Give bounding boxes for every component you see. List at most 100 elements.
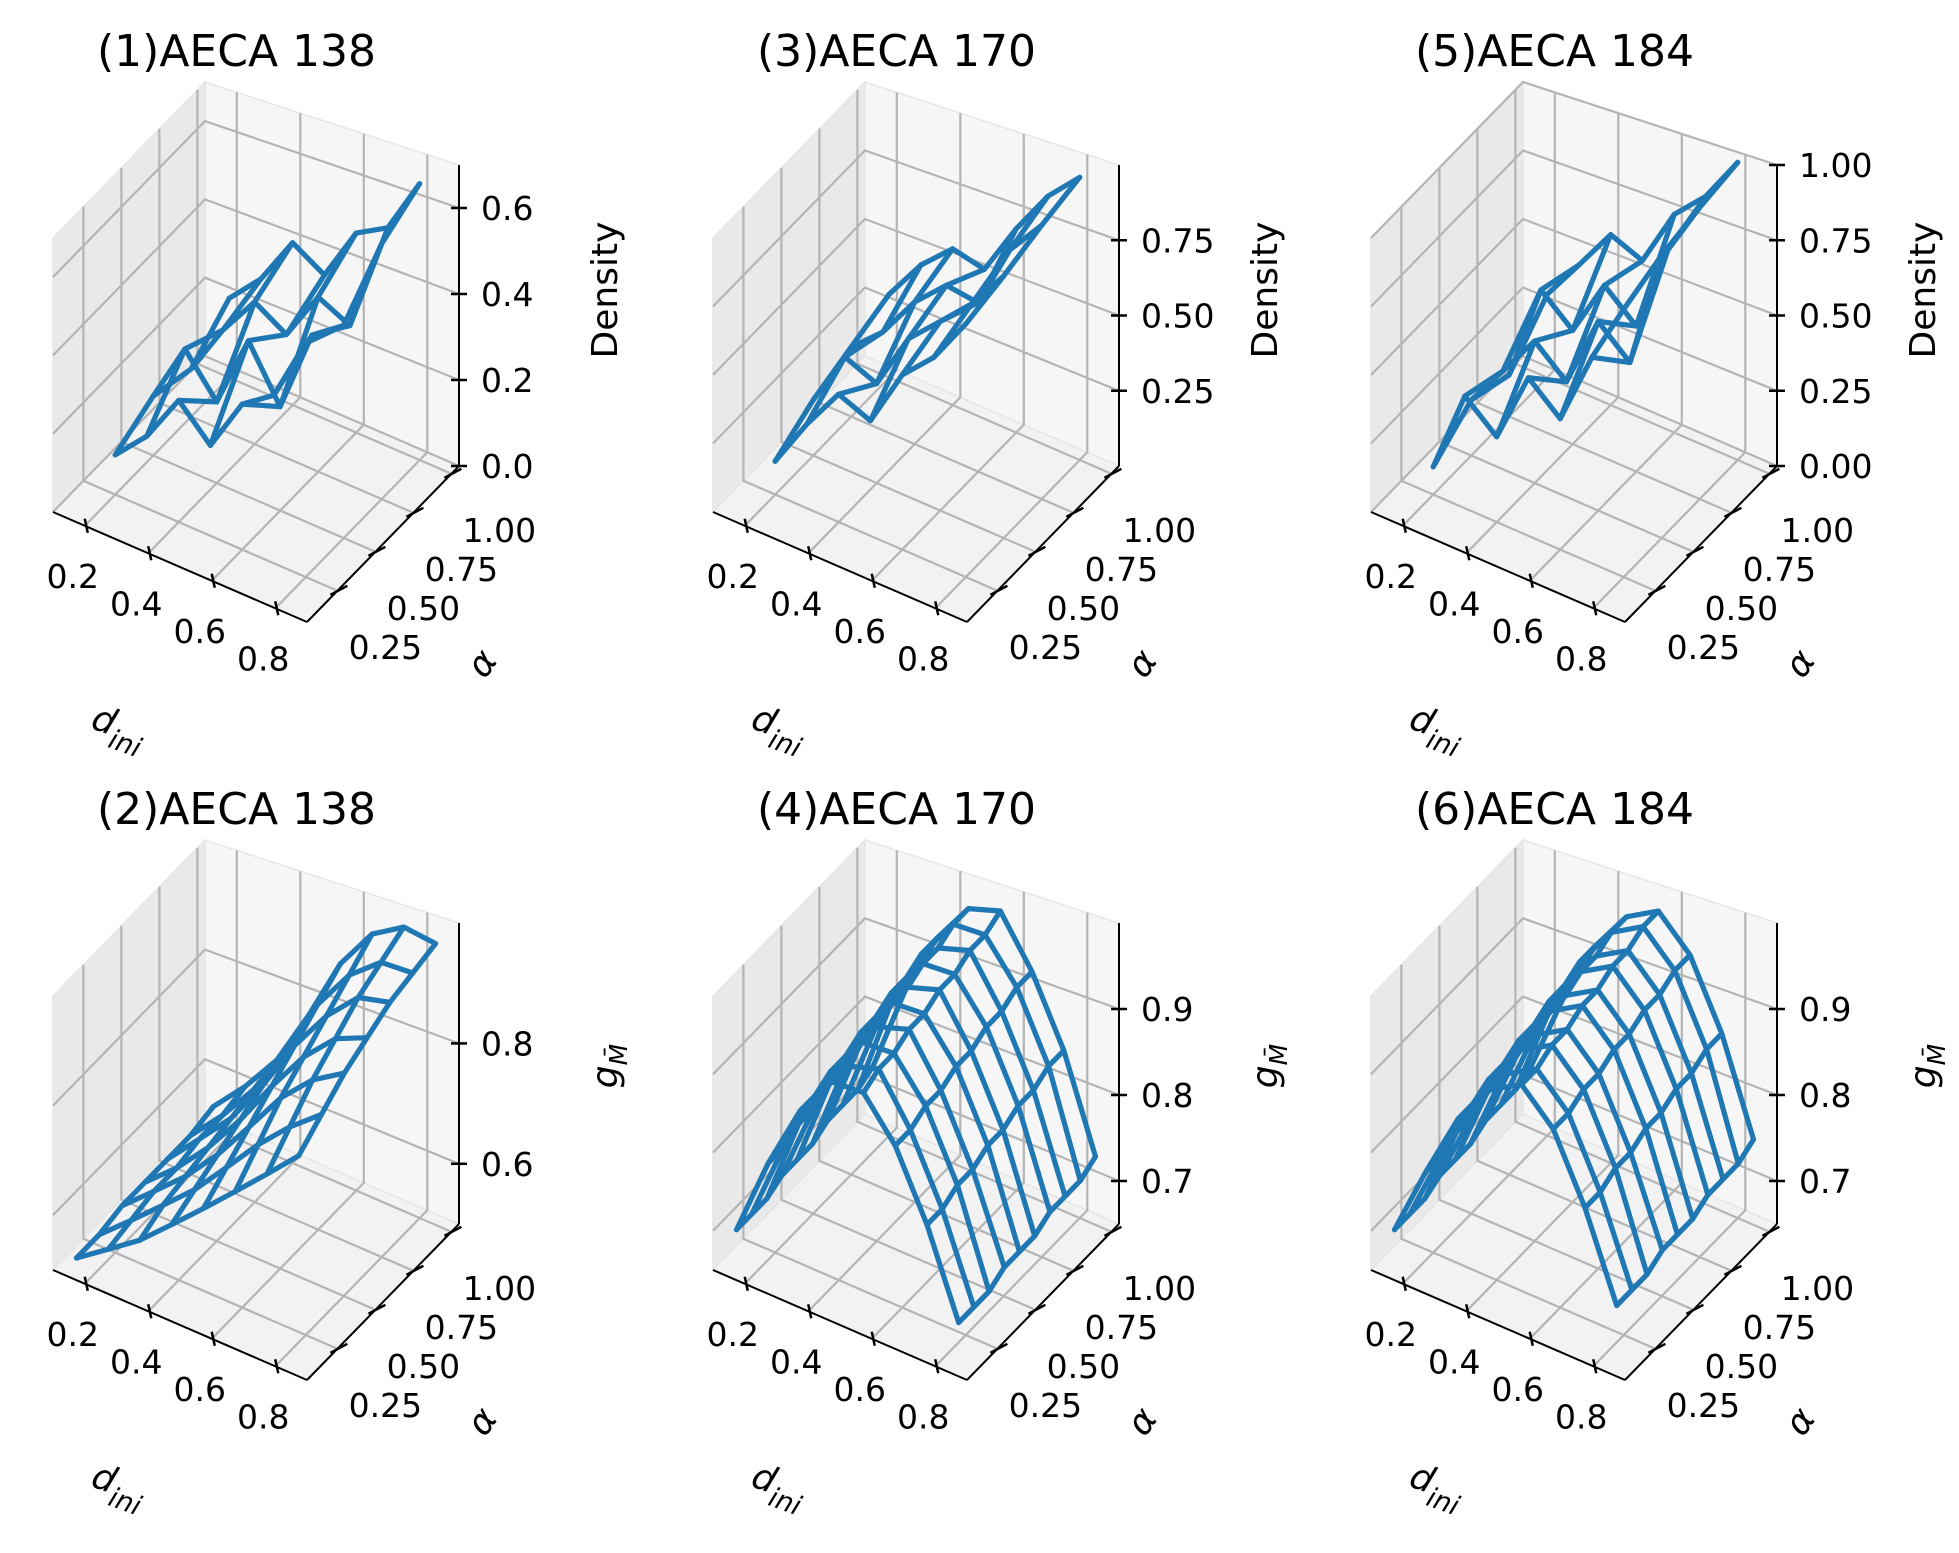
- wire-col: [797, 935, 940, 1114]
- z-axis-label: gM̄: [585, 1044, 633, 1088]
- y-tick-mark: [1761, 1225, 1780, 1237]
- y-tick-label: 0.25: [1667, 628, 1740, 667]
- chart-panel-4: 0.2 0.4 0.6 0.8 0.250.500.751.00 0.7 0.8 0.9 din…: [707, 784, 1293, 1522]
- x-axis-line: [52, 1269, 308, 1381]
- wire-col: [1582, 1030, 1725, 1211]
- y-axis-line: [306, 1223, 460, 1381]
- y-tick-mark: [1723, 506, 1742, 518]
- wire-col: [144, 276, 264, 439]
- grid-line: [1465, 871, 1620, 1313]
- x-tick-mark: [807, 545, 813, 561]
- grid-line: [807, 113, 962, 555]
- x-tick-mark: [743, 518, 749, 534]
- grid-line: [1400, 964, 1656, 1350]
- y-tick-mark: [1027, 1303, 1046, 1315]
- chart-title: (4)AECA 170: [757, 784, 1036, 835]
- x-axis-line: [712, 1269, 968, 1381]
- wire-col: [733, 1063, 876, 1233]
- x-tick-mark: [147, 1303, 153, 1319]
- x-tick-label: 0.2: [47, 1315, 99, 1354]
- wire-col: [804, 262, 924, 427]
- wire-col: [1518, 908, 1661, 1088]
- x-tick-mark: [1592, 1358, 1598, 1374]
- grid-line: [1370, 917, 1778, 1076]
- z-axis-label-sub: M̄: [1921, 1044, 1951, 1066]
- x-tick-label: 0.8: [237, 639, 289, 678]
- z-tick-label: 0.0: [481, 447, 533, 486]
- y-tick-mark: [405, 1264, 424, 1276]
- x-tick-mark: [83, 518, 89, 534]
- y-axis-line: [1624, 465, 1778, 623]
- y-tick-label: 0.25: [349, 628, 422, 667]
- grid-line: [52, 1057, 460, 1216]
- grid-line: [780, 925, 1036, 1311]
- grid-line: [744, 850, 898, 1285]
- x-axis-line: [712, 511, 968, 623]
- z-axis-label-sub: M̄: [1263, 1044, 1293, 1066]
- y-tick-label: 0.50: [387, 1347, 460, 1386]
- y-axis-line: [1624, 1223, 1778, 1381]
- y-tick-label: 1.00: [1781, 511, 1854, 550]
- y-axis-label: α: [1119, 642, 1166, 685]
- y-tick-mark: [443, 467, 462, 479]
- y-tick-label: 0.75: [425, 1308, 498, 1347]
- y-tick-mark: [1685, 545, 1704, 557]
- wire-col: [1614, 1136, 1757, 1309]
- y-tick-label: 0.75: [425, 550, 498, 589]
- chart-title: (3)AECA 170: [757, 26, 1036, 77]
- wire-col: [137, 1057, 280, 1243]
- z-axis-label-base: g: [585, 1065, 626, 1088]
- x-tick-mark: [274, 1358, 280, 1374]
- wire-col: [867, 266, 988, 424]
- grid-line: [856, 847, 1112, 1233]
- y-axis-line: [966, 465, 1120, 623]
- z-tick-label: 0.7: [1799, 1162, 1851, 1201]
- wire-col: [956, 1153, 1099, 1326]
- wire-col: [924, 1047, 1067, 1228]
- grid-line: [1370, 217, 1778, 376]
- x-tick-label: 0.8: [1555, 1397, 1607, 1436]
- z-tick-label: 0.00: [1799, 447, 1872, 486]
- x-tick-label: 0.6: [1492, 612, 1544, 651]
- z-tick-label: 0.6: [481, 1145, 533, 1184]
- y-tick-label: 1.00: [463, 511, 536, 550]
- x-tick-mark: [1401, 518, 1407, 534]
- wireframe: [112, 181, 423, 458]
- chart-title: (2)AECA 138: [97, 784, 376, 835]
- x-tick-label: 0.6: [174, 612, 226, 651]
- y-tick-mark: [1723, 1264, 1742, 1276]
- x-tick-mark: [743, 1276, 749, 1292]
- x-tick-label: 0.6: [1492, 1370, 1544, 1409]
- x-tick-label: 0.2: [1365, 557, 1417, 596]
- wireframe: [733, 905, 1099, 1326]
- wireframe: [1391, 908, 1757, 1309]
- wire-col: [1494, 232, 1614, 440]
- grid-line: [712, 995, 1120, 1154]
- z-axis-label-base: g: [1903, 1065, 1944, 1088]
- x-tick-label: 0.6: [834, 1370, 886, 1409]
- wire-col: [1391, 1063, 1534, 1233]
- y-tick-label: 0.50: [1705, 589, 1778, 628]
- z-tick-label: 0.8: [1799, 1076, 1851, 1115]
- y-tick-label: 0.25: [1667, 1386, 1740, 1425]
- x-tick-mark: [274, 600, 280, 616]
- y-axis-label: α: [459, 1400, 506, 1443]
- wire-col: [1462, 262, 1582, 399]
- x-tick-mark: [1592, 600, 1598, 616]
- y-tick-label: 0.50: [1705, 1347, 1778, 1386]
- wire-col: [1455, 943, 1598, 1122]
- wireframe: [772, 174, 1083, 464]
- z-tick-label: 1.00: [1799, 146, 1872, 185]
- x-tick-label: 0.8: [237, 1397, 289, 1436]
- z-axis-label: gM̄: [1245, 1044, 1293, 1088]
- wire-col: [176, 240, 296, 405]
- y-tick-mark: [329, 1342, 348, 1354]
- wire-col: [1487, 914, 1630, 1093]
- z-tick-label: 0.75: [1141, 221, 1214, 260]
- grid-line: [274, 912, 429, 1368]
- x-tick-label: 0.2: [47, 557, 99, 596]
- y-tick-label: 0.50: [1047, 589, 1120, 628]
- grid-line: [52, 119, 460, 278]
- wire-col: [829, 905, 972, 1085]
- grid-line: [52, 948, 460, 1107]
